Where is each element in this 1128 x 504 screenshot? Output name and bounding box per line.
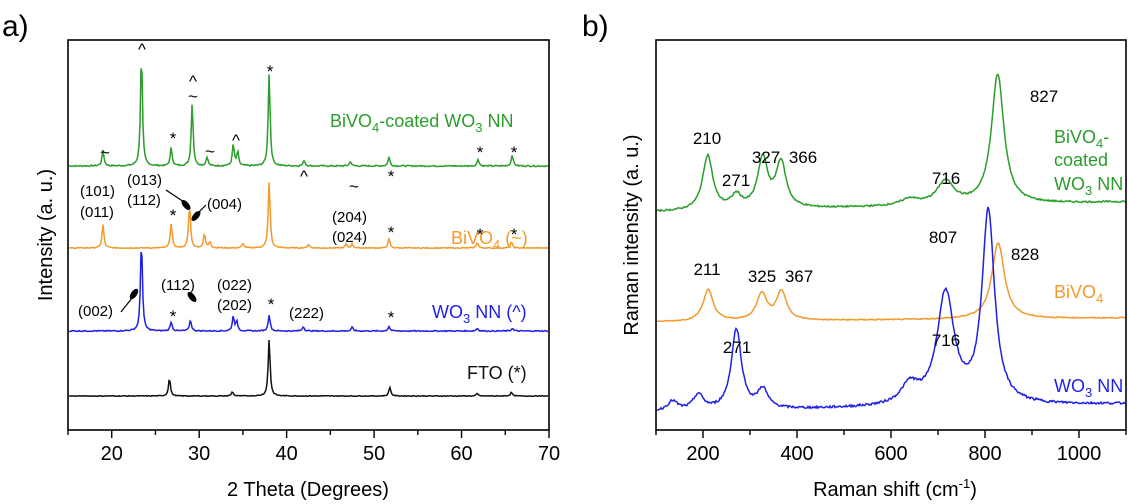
panel-a-series-label-wo3: WO3 NN (^) [432, 302, 527, 326]
blue-star-27: * [170, 307, 177, 326]
panel-a-series-label-bivo4-coated-wo3: BiVO4-coated WO3 NN [330, 111, 514, 135]
panel-a-x-axis-title: 2 Theta (Degrees) [227, 479, 389, 501]
panel-b-series-label-wo3: WO3 NN [1054, 376, 1123, 400]
panel-a-green-peak-marks: ~ ^ * ~ ^ ~ ^ * ^ ~ * * * [100, 40, 518, 196]
orange-hkl-013: (013) [127, 172, 162, 189]
panel-a-blue-annotations: (002) (112) (022) (202) (222) * * * [78, 277, 395, 327]
raman-peak-label-828: 828 [1011, 245, 1039, 264]
green-mark-star-38: * [267, 62, 274, 81]
orange-hkl-101: (101) [80, 183, 115, 200]
raman-peak-label-211: 211 [693, 260, 720, 279]
raman-peak-label-210: 210 [693, 129, 721, 148]
orange-hkl-024: (024) [332, 229, 367, 246]
panel-b-series-line-1 [656, 241, 1126, 323]
panel-a-x-tick-label: 50 [363, 443, 385, 465]
blue-leader-dot-002 [129, 288, 139, 300]
blue-leader-dot-112 [187, 292, 197, 302]
green-mark-caret-23: ^ [138, 40, 146, 59]
raman-peak-label-716-blue: 716 [932, 331, 960, 350]
panel-a-x-tick-label: 20 [101, 443, 123, 465]
panel-a-plot-frame [67, 39, 550, 431]
panel-b-raman-chart: b) 200 400 600 800 1000 Raman shift (cm-1) R… [582, 10, 1127, 501]
blue-hkl-222: (222) [289, 305, 324, 322]
green-mark-caret-42: ^ [300, 167, 308, 186]
blue-hkl-022: (022) [217, 277, 252, 294]
panel-b-x-tick-label: 400 [780, 443, 813, 465]
green-mark-tilde-19: ~ [100, 143, 110, 162]
raman-peak-label-367: 367 [785, 267, 813, 286]
panel-a-series-line-1 [68, 182, 549, 250]
orange-hkl-204: (204) [332, 209, 367, 226]
blue-star-38: * [268, 295, 275, 314]
raman-peak-label-366: 366 [789, 148, 817, 167]
green-mark-caret-29: ^ [189, 72, 197, 91]
panel-b-label: b) [582, 10, 609, 43]
panel-b-series-label-bivo4-coated-line2: coated [1054, 150, 1108, 170]
green-mark-star-27: * [170, 129, 177, 148]
panel-b-series-label-bivo4-coated-line1: BiVO4- [1054, 127, 1109, 151]
blue-star-52: * [388, 308, 395, 327]
raman-peak-label-325: 325 [748, 267, 776, 286]
green-mark-tilde-29: ~ [188, 87, 198, 106]
orange-hkl-004: (004) [207, 196, 242, 213]
orange-leader-dot-013 [181, 200, 191, 210]
panel-a-orange-annotations: (101) (011) (013) (112) (004) (204) (024… [80, 172, 518, 246]
panel-b-x-tick-label: 200 [686, 443, 719, 465]
green-mark-star-66: * [511, 143, 518, 162]
panel-a-label: a) [2, 10, 29, 43]
panel-b-y-axis-title: Raman intensity (a. u.) [621, 134, 643, 335]
blue-hkl-202: (202) [217, 297, 252, 314]
raman-peak-label-271-blue: 271 [723, 338, 751, 357]
panel-a-series-label-fto: FTO (*) [467, 363, 527, 383]
orange-hkl-112: (112) [127, 192, 161, 209]
panel-b-x-tick-label: 600 [874, 443, 907, 465]
orange-leader-013 [165, 189, 185, 203]
panel-b-x-tick-label: 800 [968, 443, 1001, 465]
panel-a-x-tick-label: 60 [450, 443, 472, 465]
blue-leader-002 [120, 297, 133, 313]
orange-leader-dot-004 [191, 211, 201, 221]
panel-a-series-line-0 [68, 68, 548, 168]
orange-star-27: * [170, 206, 177, 225]
panel-b-series-line-0 [656, 73, 1126, 213]
green-mark-tilde-31: ~ [205, 142, 215, 161]
panel-b-series-label-bivo4-coated-line3: WO3 NN [1054, 174, 1123, 198]
panel-b-curves [656, 73, 1126, 412]
raman-peak-label-327: 327 [752, 148, 780, 167]
panel-b-series-label-bivo4: BiVO4 [1054, 282, 1103, 306]
panel-b-peak-labels: 210 271 327 366 716 827 211 325 367 807 … [693, 87, 1058, 357]
panel-b-x-axis-title: Raman shift (cm-1) [813, 476, 977, 501]
green-mark-star-62: * [477, 143, 484, 162]
blue-hkl-002: (002) [78, 303, 113, 320]
panel-b-x-tick-label: 1000 [1057, 443, 1102, 465]
blue-hkl-112: (112) [161, 277, 195, 294]
panel-a-x-ticks: 20 30 40 50 60 70 [67, 430, 560, 465]
orange-star-52: * [388, 223, 395, 242]
panel-a-series-line-3 [68, 339, 549, 398]
panel-b-series-line-2 [656, 206, 1126, 412]
panel-a-series-label-bivo4: BiVO4 (~) [451, 228, 528, 252]
green-mark-caret-34: ^ [232, 131, 240, 150]
panel-b-x-ticks: 200 400 600 800 1000 [655, 430, 1127, 465]
orange-hkl-011: (011) [80, 204, 114, 221]
panel-a-y-axis-title: Intensity (a. u.) [35, 169, 57, 301]
panel-a-series-line-2 [68, 251, 549, 333]
raman-peak-label-716-green: 716 [932, 169, 960, 188]
green-mark-tilde-47: ~ [349, 177, 359, 196]
raman-peak-label-271-green: 271 [722, 171, 750, 190]
raman-peak-label-827: 827 [1030, 87, 1058, 106]
panel-a-x-tick-label: 40 [276, 443, 298, 465]
green-mark-star-52: * [388, 167, 395, 186]
orange-star-62: * [477, 225, 484, 244]
panel-a-curves [68, 68, 549, 398]
panel-a-xrd-chart: a) 20 30 40 50 60 70 2 Theta (Degrees) Intens… [2, 10, 560, 501]
panel-a-x-tick-label: 30 [188, 443, 210, 465]
orange-star-66: * [511, 225, 518, 244]
panel-a-x-tick-label: 70 [538, 443, 560, 465]
raman-peak-label-807: 807 [929, 228, 957, 247]
